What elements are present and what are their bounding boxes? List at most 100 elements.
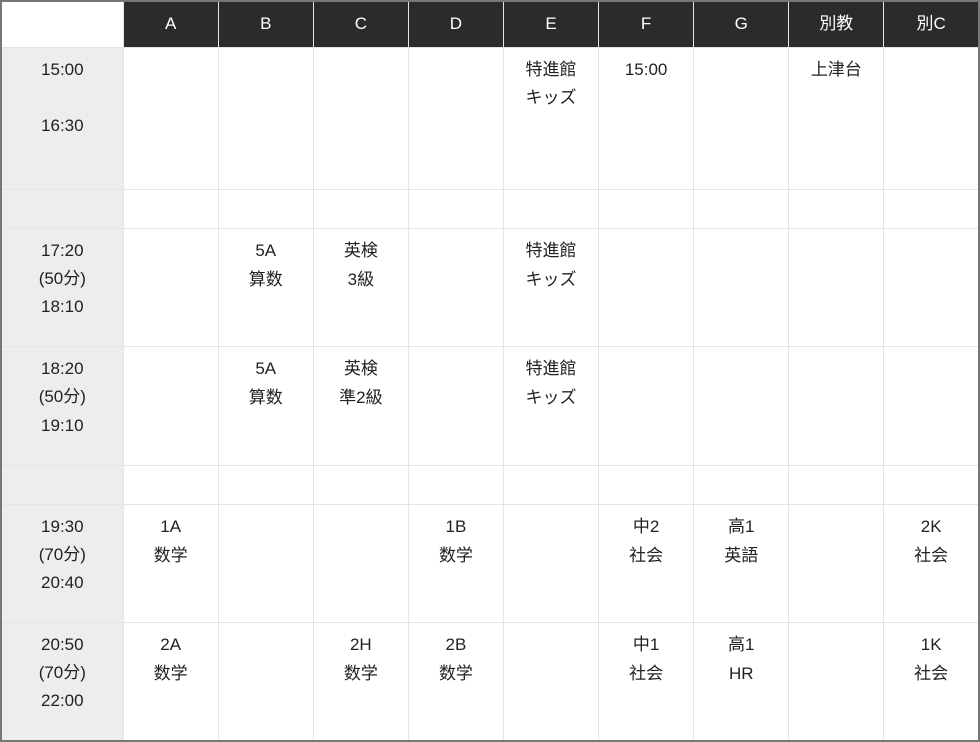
table-cell (694, 465, 789, 504)
col-header: D (408, 1, 503, 47)
table-cell (789, 347, 884, 465)
table-cell (789, 505, 884, 623)
time-line: (50分) (39, 269, 86, 288)
table-cell: 中2 社会 (599, 505, 694, 623)
table-cell: 特進館キッズ (503, 347, 598, 465)
cell-line: 算数 (249, 388, 283, 407)
time-line: 20:50 (41, 635, 84, 654)
table-cell (123, 465, 218, 504)
cell-line: 英検 (344, 359, 378, 378)
table-cell (789, 229, 884, 347)
time-line: 18:20 (41, 359, 84, 378)
cell-line: 英検 (344, 241, 378, 260)
time-slot: 20:50 (70分) 22:00 (1, 623, 123, 741)
table-cell (408, 347, 503, 465)
time-line: (50分) (39, 387, 86, 406)
cell-line: 特進館 (526, 359, 577, 378)
table-cell: 5A算数 (218, 347, 313, 465)
table-cell (694, 189, 789, 228)
time-line: 18:10 (41, 297, 84, 316)
cell-line: 数学 (439, 664, 473, 683)
time-slot: 19:30(70分)20:40 (1, 505, 123, 623)
col-header: A (123, 1, 218, 47)
time-line: (70分) (39, 663, 86, 682)
cell-line: 算数 (249, 270, 283, 289)
table-cell: 2B 数学 (408, 623, 503, 741)
table-cell (123, 229, 218, 347)
cell-line: 2A (160, 635, 181, 654)
timetable-body: 15:00 16:30特進館キッズ15:00上津台17:20(50分)18:10… (1, 47, 979, 741)
cell-line: キッズ (526, 88, 577, 107)
cell-line: 1B (446, 517, 467, 536)
table-cell: 特進館キッズ (503, 47, 598, 189)
table-row: 20:50(70分)22:002A数学2H数学2B数学中1社会高1HR1K社会 (1, 623, 979, 741)
cell-line: 5A (255, 241, 276, 260)
cell-line: 英語 (724, 546, 758, 565)
table-cell (884, 347, 979, 465)
table-cell (408, 189, 503, 228)
col-header: G (694, 1, 789, 47)
table-cell (123, 47, 218, 189)
cell-line: 社会 (629, 546, 663, 565)
cell-line: 中1 (633, 635, 659, 654)
table-cell (599, 189, 694, 228)
col-header: E (503, 1, 598, 47)
cell-line: 社会 (914, 664, 948, 683)
col-header: B (218, 1, 313, 47)
table-cell (123, 347, 218, 465)
table-cell (313, 505, 408, 623)
time-line: 20:40 (41, 573, 84, 592)
cell-line: 数学 (439, 546, 473, 565)
cell-line: 3級 (348, 270, 374, 289)
table-cell (884, 189, 979, 228)
table-row: 17:20(50分)18:105A算数英検3級特進館キッズ (1, 229, 979, 347)
time-line: 15:00 (41, 60, 84, 79)
table-cell (503, 505, 598, 623)
cell-line: 2H (350, 635, 372, 654)
table-cell (599, 229, 694, 347)
table-cell: 英検準2級 (313, 347, 408, 465)
cell-line: 2B (446, 635, 467, 654)
time-line: 17:20 (41, 241, 84, 260)
cell-line: 数学 (154, 546, 188, 565)
time-line: 19:10 (41, 416, 84, 435)
cell-line: 中2 (633, 517, 659, 536)
time-slot (1, 465, 123, 504)
table-cell (789, 465, 884, 504)
table-cell (694, 229, 789, 347)
table-cell (503, 189, 598, 228)
gap-row (1, 189, 979, 228)
table-cell (503, 465, 598, 504)
cell-line: 2K (921, 517, 942, 536)
time-line: 22:00 (41, 691, 84, 710)
table-cell (503, 623, 598, 741)
table-cell (408, 229, 503, 347)
col-header: 別教 (789, 1, 884, 47)
table-cell (599, 465, 694, 504)
table-cell (408, 47, 503, 189)
cell-line: 数学 (344, 664, 378, 683)
time-slot: 15:00 16:30 (1, 47, 123, 189)
table-cell: 英検 3級 (313, 229, 408, 347)
table-cell (218, 465, 313, 504)
cell-line: 準2級 (339, 388, 382, 407)
table-cell (313, 189, 408, 228)
table-cell: 中1 社会 (599, 623, 694, 741)
table-row: 15:00 16:30特進館キッズ15:00上津台 (1, 47, 979, 189)
table-cell: 1K社会 (884, 623, 979, 741)
table-cell (313, 47, 408, 189)
table-cell (789, 623, 884, 741)
corner-cell (1, 1, 123, 47)
table-cell (694, 47, 789, 189)
cell-line: 社会 (629, 664, 663, 683)
header-row: A B C D E F G 別教 別C (1, 1, 979, 47)
col-header: F (599, 1, 694, 47)
table-cell (789, 189, 884, 228)
time-slot (1, 189, 123, 228)
table-cell: 高1英語 (694, 505, 789, 623)
table-row: 19:30(70分)20:401A数学1B数学中2社会高1英語2K社会 (1, 505, 979, 623)
cell-line: キッズ (526, 388, 577, 407)
time-line: 19:30 (41, 517, 84, 536)
table-cell (694, 347, 789, 465)
time-line: 16:30 (41, 116, 84, 135)
